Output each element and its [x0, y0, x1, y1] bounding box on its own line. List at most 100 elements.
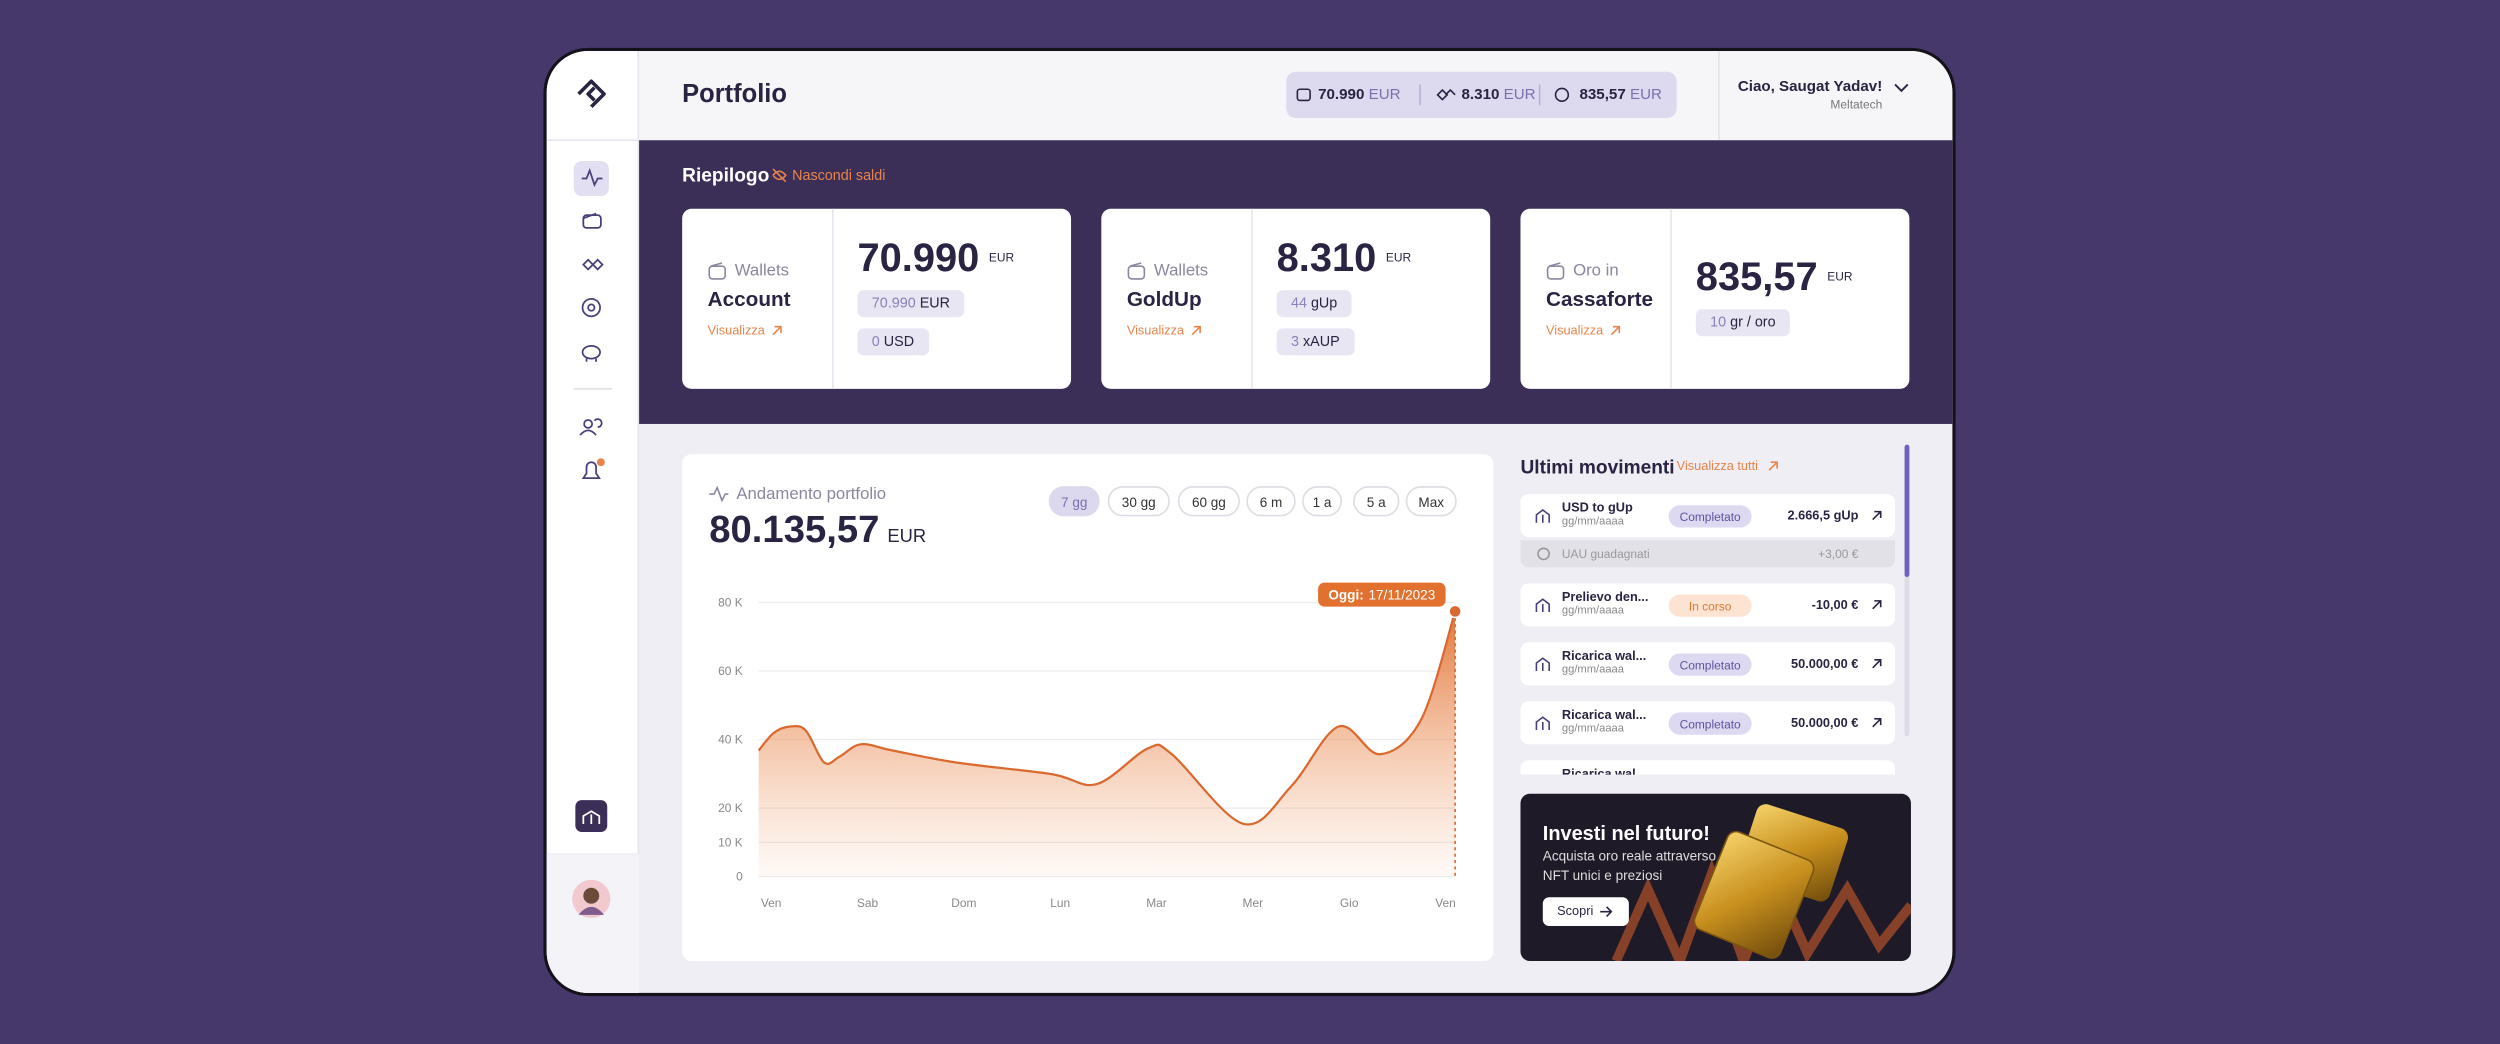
card-amount-unit: EUR [988, 250, 1015, 265]
promo-banner: Investi nel futuro! Acquista oro reale at… [1520, 793, 1911, 962]
card-icon [1127, 262, 1146, 280]
balance-item: 8.310 EUR [1462, 86, 1536, 104]
balance-value: 70.990 [1318, 86, 1365, 104]
promo-title: Investi nel futuro! [1542, 822, 1710, 845]
movement-arrow [1872, 659, 1882, 669]
movement-title: Ricarica wal... [1561, 766, 1647, 775]
chip-unit: USD [883, 333, 915, 350]
chip-value: 44 [1290, 294, 1307, 311]
chart-plot: 0 10 K 20 K 40 K 60 K 80 K Ven Sab Dom Lun Mar Mer G… [718, 582, 1462, 910]
range-button[interactable]: 7 gg [1048, 486, 1100, 517]
range-button[interactable]: 6 m [1246, 486, 1296, 517]
movement-icon [1535, 598, 1550, 613]
movement-amount: 50.000,00 € [1791, 656, 1859, 671]
range-button[interactable]: 60 gg [1177, 486, 1240, 517]
range-button[interactable]: 30 gg [1107, 486, 1170, 517]
chart-total: 80.135,57 EUR [709, 508, 926, 553]
x-tick-label: Sab [857, 896, 879, 910]
movement-amount: -10,00 € [1811, 597, 1859, 613]
movement-title: Prelievo den... [1561, 589, 1649, 605]
x-tick-label: Ven [1435, 896, 1456, 910]
card-icon [1546, 262, 1565, 280]
header-divider [1718, 51, 1720, 141]
balance-icons [1296, 84, 1570, 106]
card-amount: 70.990 EUR [857, 236, 1014, 282]
movement-date: gg/mm/aaaa [1561, 605, 1624, 617]
x-tick-label: Dom [951, 896, 976, 910]
chart-total-value: 80.135,57 [709, 508, 880, 552]
sidebar [546, 51, 640, 993]
movements-view-all[interactable]: Visualizza tutti [1676, 459, 1758, 474]
view-all-arrow [1768, 461, 1778, 471]
card-link[interactable]: Visualizza [1545, 323, 1604, 338]
card-link[interactable]: Visualizza [707, 323, 765, 338]
chip-value: 0 [871, 333, 880, 350]
card-amount: 8.310 EUR [1277, 236, 1412, 282]
movement-title: Ricarica wal... [1561, 648, 1647, 664]
movement-title: USD to gUp [1561, 500, 1633, 515]
page-title: Portfolio [682, 81, 787, 109]
summary-card: Oro in Cassaforte Visualizza 835,57 EUR 10 gr… [1520, 208, 1910, 389]
movement-row[interactable]: USD to gUp gg/mm/aaaa Completato 2.666,5 gU… [1520, 494, 1896, 538]
chip-unit: EUR [919, 294, 951, 311]
card-link[interactable]: Visualizza [1126, 323, 1184, 338]
y-tick-label: 0 [736, 870, 743, 884]
balance-unit: EUR [1368, 86, 1401, 104]
movement-row[interactable]: Ricarica wal... gg/mm/aaaa Completato 50.00… [1520, 642, 1896, 686]
movement-icon [1535, 657, 1550, 671]
bonus-label: UAU guadagnati [1561, 546, 1650, 562]
card-kicker: Oro in [1573, 261, 1619, 281]
card-name: Account [707, 286, 791, 311]
range-button[interactable]: 5 a [1353, 486, 1400, 517]
movement-status: Completato [1668, 712, 1752, 735]
movements-list: USD to gUp gg/mm/aaaa Completato 2.666,5 gU… [1520, 491, 1896, 775]
chart-title: Andamento portfolio [736, 484, 887, 504]
movement-arrow [1872, 718, 1882, 728]
promo-button[interactable]: Scopri [1542, 897, 1629, 926]
movement-row[interactable]: Prelievo den... gg/mm/aaaa In corso -10,00 … [1520, 583, 1896, 627]
bonus-amount: +3,00 € [1818, 546, 1859, 562]
movement-amount: 50.000,00 € [1791, 715, 1859, 730]
movement-date: gg/mm/aaaa [1561, 516, 1624, 528]
greeting: Ciao, Saugat Yadav! [1737, 78, 1883, 96]
movement-icon [1535, 509, 1550, 523]
balance-value: 835,57 [1579, 86, 1626, 104]
x-tick-label: Mar [1146, 896, 1167, 910]
movement-row[interactable]: Ricarica wal... gg/mm/aaaa Completato 50.00… [1520, 701, 1896, 745]
movement-arrow [1872, 510, 1882, 521]
balance-unit: EUR [1629, 86, 1662, 104]
movement-icon [1535, 716, 1550, 730]
movement-status: In corso [1668, 594, 1752, 617]
range-button[interactable]: Max [1405, 486, 1457, 517]
today-label: Oggi: 17/11/2023 [1328, 587, 1435, 602]
movement-amount: 2.666,5 gUp [1787, 508, 1859, 523]
scroll-track [1904, 444, 1910, 737]
card-chip: 0 USD [857, 328, 929, 356]
y-tick-label: 20 K [718, 801, 743, 815]
chip-unit: gr / oro [1730, 313, 1776, 330]
y-tick-label: 10 K [718, 835, 743, 849]
today-badge [1318, 582, 1446, 607]
card-amount-value: 70.990 [857, 235, 980, 281]
hide-icon [772, 168, 787, 183]
movements-title: Ultimi movimenti [1520, 455, 1675, 479]
card-kicker: Wallets [734, 261, 790, 281]
range-button[interactable]: 1 a [1302, 486, 1342, 517]
movement-status: Completato [1668, 505, 1752, 528]
chip-value: 3 [1290, 333, 1299, 350]
movement-row[interactable]: Ricarica wal... [1520, 760, 1896, 775]
card-amount-unit: EUR [1827, 269, 1853, 284]
balance-pill: 70.990 EUR 8.310 EUR 835,57 EUR [1286, 71, 1677, 118]
card-chip: 3 xAUP [1276, 328, 1355, 356]
today-point [1448, 604, 1462, 619]
y-tick-label: 40 K [718, 733, 743, 747]
bonus-row: UAU guadagnati +3,00 € [1520, 540, 1896, 568]
card-kicker: Wallets [1153, 261, 1209, 281]
chart-total-unit: EUR [887, 527, 927, 547]
summary-card: Wallets GoldUp Visualizza 8.310 EUR 44 gUp 3 x… [1101, 208, 1491, 389]
movement-title: Ricarica wal... [1561, 707, 1647, 722]
hide-balances[interactable]: Nascondi saldi [792, 167, 886, 184]
device-frame: Portfolio 70.990 EUR 8.310 EUR 835,57 EUR Ci… [543, 47, 1956, 997]
balance-item: 70.990 EUR [1318, 86, 1401, 104]
today-text: Oggi: [1328, 587, 1363, 602]
